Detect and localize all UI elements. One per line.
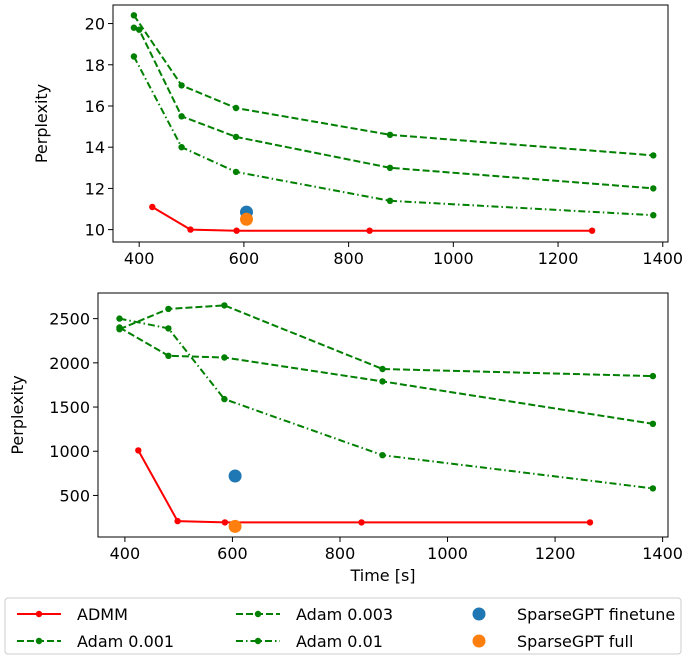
data-point-adam-0-001 xyxy=(379,365,386,373)
axes-frame xyxy=(97,292,669,538)
x-tick-label: 1200 xyxy=(535,544,576,563)
data-point-adam-0-01 xyxy=(221,395,228,403)
legend-adam-0-003-label: Adam 0.003 xyxy=(296,605,393,624)
data-point-admm xyxy=(233,227,240,234)
data-point-adam-0-01 xyxy=(130,53,138,60)
legend-sparsegpt-full-label: SparseGPT full xyxy=(517,632,633,651)
marker-sparsegpt-full xyxy=(228,519,242,533)
x-tick-label: 800 xyxy=(325,544,356,563)
data-point-adam-0-001 xyxy=(386,131,394,138)
series-line-admm xyxy=(137,449,590,524)
legend-frame xyxy=(4,597,682,655)
data-point-adam-0-01 xyxy=(649,485,657,492)
data-point-adam-0-01 xyxy=(232,168,240,176)
y-tick-label: 18 xyxy=(85,56,105,75)
x-tick-label: 600 xyxy=(217,544,248,563)
y-tick-label: 500 xyxy=(59,486,90,505)
data-point-admm xyxy=(586,519,594,526)
y-tick-label: 10 xyxy=(85,221,105,240)
legend-sparsegpt-finetune-swatch xyxy=(472,607,486,621)
data-point-adam-0-003 xyxy=(649,420,657,427)
data-point-admm xyxy=(358,519,365,526)
series-line-adam-0-003 xyxy=(133,26,654,190)
y-tick-label: 16 xyxy=(85,97,105,116)
data-point-adam-0-003 xyxy=(116,324,123,331)
y-tick-label: 12 xyxy=(85,179,105,198)
x-tick-label: 1000 xyxy=(427,544,468,563)
legend-admm-swatch-dot xyxy=(35,610,43,618)
series-line-admm xyxy=(151,206,593,232)
data-point-adam-0-01 xyxy=(379,452,386,459)
x-tick-label: 1200 xyxy=(538,249,579,268)
data-point-adam-0-003 xyxy=(650,185,657,192)
data-point-adam-0-003 xyxy=(379,378,386,385)
data-point-adam-0-003 xyxy=(221,354,228,361)
data-point-adam-0-003 xyxy=(232,133,240,141)
legend-admm-label: ADMM xyxy=(77,605,128,624)
x-tick-label: 800 xyxy=(333,249,364,268)
y-tick-label: 14 xyxy=(85,138,105,157)
data-point-adam-0-001 xyxy=(130,12,138,19)
data-point-adam-0-01 xyxy=(116,315,123,322)
data-point-admm xyxy=(366,227,373,234)
marker-sparsegpt-finetune xyxy=(228,469,242,483)
series-line-adam-0-01 xyxy=(119,317,654,490)
data-point-adam-0-003 xyxy=(130,24,138,31)
data-point-admm xyxy=(135,447,142,454)
data-point-admm xyxy=(221,519,229,526)
data-point-adam-0-001 xyxy=(221,302,228,309)
bottom-plot: 400 600 800 1000 1200 1400 500 1000 1500 2000 2500… xyxy=(8,292,683,585)
x-tick-label: 400 xyxy=(124,249,155,268)
y-axis-label: Perplexity xyxy=(32,84,51,163)
data-point-adam-0-001 xyxy=(650,152,657,159)
y-tick-label: 2500 xyxy=(49,310,90,329)
marker-sparsegpt-full xyxy=(240,212,253,226)
data-point-adam-0-01 xyxy=(650,212,657,219)
series-line-adam-0-003 xyxy=(118,326,654,425)
data-point-admm xyxy=(588,227,596,234)
legend-adam-0-01-swatch-dot xyxy=(254,637,262,645)
x-tick-label: 400 xyxy=(110,544,141,563)
data-point-adam-0-003 xyxy=(136,26,143,33)
legend: ADMM Adam 0.001 Adam 0.003 Adam 0.01 SparseG… xyxy=(4,597,682,655)
x-tick-label: 1000 xyxy=(433,249,474,268)
data-point-adam-0-01 xyxy=(386,197,394,204)
legend-sparsegpt-full-swatch xyxy=(472,634,486,648)
y-tick-label: 1000 xyxy=(49,442,90,461)
data-point-admm xyxy=(174,517,181,525)
data-point-admm xyxy=(149,203,156,211)
series-line-adam-0-001 xyxy=(133,14,654,157)
data-point-admm xyxy=(187,226,194,233)
data-point-adam-0-01 xyxy=(178,144,185,151)
y-tick-label: 20 xyxy=(85,15,105,34)
x-axis-label: Time [s] xyxy=(349,566,415,585)
x-tick-label: 1400 xyxy=(642,544,683,563)
data-point-adam-0-003 xyxy=(165,352,172,359)
y-axis-label: Perplexity xyxy=(8,375,27,454)
x-tick-label: 600 xyxy=(229,249,260,268)
top-plot: 400 600 800 1000 1200 1400 10 12 14 16 18 20 Perplex… xyxy=(32,4,683,268)
legend-adam-0-001-label: Adam 0.001 xyxy=(77,632,174,651)
legend-adam-0-01-label: Adam 0.01 xyxy=(296,632,383,651)
legend-adam-0-001-swatch-dot xyxy=(35,637,43,645)
y-tick-label: 1500 xyxy=(49,398,90,417)
data-point-adam-0-001 xyxy=(232,104,240,112)
data-point-adam-0-001 xyxy=(649,372,657,380)
y-tick-label: 2000 xyxy=(49,354,90,373)
legend-sparsegpt-finetune-label: SparseGPT finetune xyxy=(517,605,675,624)
data-point-adam-0-001 xyxy=(178,82,185,89)
axes-frame xyxy=(112,4,669,243)
legend-adam-0-003-swatch-dot xyxy=(254,610,262,618)
data-point-adam-0-003 xyxy=(386,164,394,171)
data-point-adam-0-003 xyxy=(178,113,185,120)
data-point-adam-0-001 xyxy=(165,305,172,313)
series-line-adam-0-001 xyxy=(119,304,653,378)
data-point-adam-0-01 xyxy=(165,325,172,332)
x-tick-label: 1400 xyxy=(642,249,683,268)
